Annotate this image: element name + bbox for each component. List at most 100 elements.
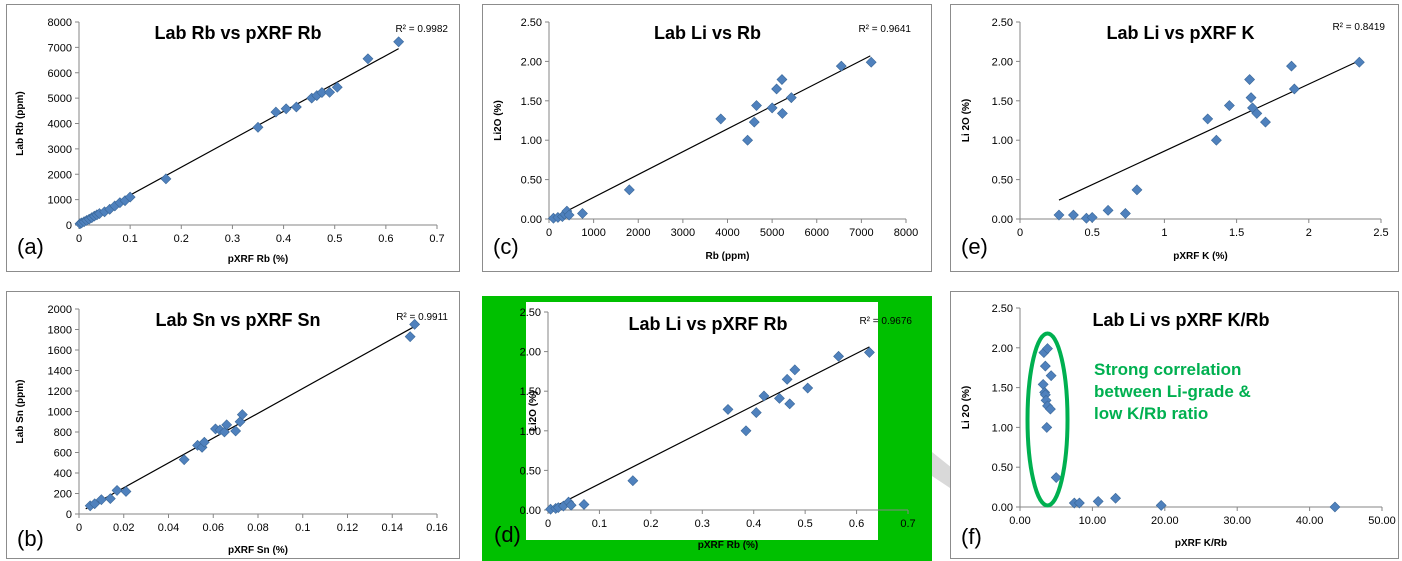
data-point (1155, 499, 1167, 511)
r-squared-label: R² = 0.9982 (395, 24, 448, 35)
y-tick-label: 1000 (48, 195, 72, 207)
data-point (748, 116, 760, 128)
data-point (784, 398, 796, 410)
data-point (1119, 208, 1131, 219)
y-tick-label: 1000 (48, 407, 72, 419)
x-tick-label: 5000 (760, 227, 784, 239)
y-tick-label: 2.00 (520, 347, 541, 359)
data-point (1039, 360, 1051, 372)
x-tick-label: 0.1 (295, 522, 310, 534)
chart-panel-c: 0.00 0.50 1.00 1.50 2.00 2.50 0 1000 2000 3000 400… (482, 4, 932, 272)
data-point (627, 475, 639, 487)
y-tick-label: 0.00 (992, 502, 1013, 514)
panel-label: (a) (17, 234, 44, 259)
x-axis-title: pXRF Rb (%) (698, 540, 759, 551)
x-tick-label: 1 (1161, 227, 1167, 239)
data-point (393, 36, 405, 48)
data-point (252, 121, 264, 133)
panel-label: (e) (961, 234, 988, 259)
panel-label: (f) (961, 524, 982, 549)
data-point (124, 191, 136, 203)
x-axis-title: pXRF K/Rb (1175, 538, 1227, 549)
y-tick-label: 2.50 (992, 17, 1013, 29)
x-tick-label: 50.00 (1368, 515, 1396, 527)
panel-label: (c) (493, 234, 519, 259)
r-squared-label: R² = 0.9911 (396, 312, 448, 323)
chart-title: Lab Sn vs pXRF Sn (155, 310, 320, 330)
data-point (1041, 421, 1053, 433)
x-axis-title: pXRF Sn (%) (228, 545, 288, 556)
y-tick-label: 800 (54, 427, 72, 439)
x-tick-label: 0.5 (1085, 227, 1100, 239)
chart-panel-a: 0 1000 2000 3000 4000 5000 6000 7000 8000 0 0.1 0.2… (6, 4, 460, 272)
data-point (290, 101, 302, 113)
data-point (1050, 472, 1062, 483)
data-point (1288, 83, 1300, 95)
x-tick-label: 0 (546, 227, 552, 239)
y-axis-title: Lab Sn (ppm) (15, 380, 26, 444)
data-point (1329, 501, 1341, 513)
y-tick-label: 1.00 (521, 135, 542, 147)
y-tick-label: 0.00 (520, 505, 541, 517)
data-point (1068, 209, 1079, 221)
data-point (1223, 100, 1235, 111)
y-axis-title: Li2O (%) (493, 100, 504, 141)
x-tick-label: 0.4 (746, 518, 761, 530)
y-tick-label: 400 (54, 468, 72, 480)
y-tick-label: 0.00 (521, 214, 542, 226)
data-point (160, 173, 172, 185)
y-tick-label: 2.50 (521, 17, 542, 29)
y-tick-label: 2.50 (992, 303, 1013, 315)
data-point (577, 208, 588, 219)
data-point (740, 425, 752, 437)
y-tick-label: 0 (66, 509, 72, 521)
y-tick-label: 3000 (48, 144, 72, 156)
r-squared-label: R² = 0.9676 (859, 316, 912, 327)
data-point (1353, 56, 1365, 68)
chart-panel-b: 0 200 400 600 800 1000 1200 1400 1600 1800 2000 0 0.… (6, 291, 460, 559)
y-tick-label: 2.50 (520, 307, 541, 319)
data-point (280, 103, 292, 115)
x-tick-label: 0.7 (429, 233, 444, 245)
x-tick-label: 0.3 (225, 233, 240, 245)
scatter-chart-e: 0.00 0.50 1.00 1.50 2.00 2.50 0 0.5 1 1.5 2 2.5 pXRF… (961, 17, 1389, 262)
data-point (1251, 107, 1263, 119)
scatter-chart-d: 0.00 0.50 1.00 1.50 2.00 2.50 0 0.1 0.2 0.3 0.4 0.5… (494, 302, 916, 551)
y-tick-label: 1600 (48, 345, 72, 357)
y-axis-title: Li 2O (%) (961, 386, 972, 429)
y-tick-label: 600 (54, 448, 72, 460)
data-point (864, 346, 875, 358)
x-tick-label: 0.2 (174, 233, 189, 245)
y-tick-label: 0.50 (520, 465, 541, 477)
y-tick-label: 2.00 (521, 56, 542, 68)
data-point (1045, 370, 1057, 382)
y-tick-label: 1.00 (992, 135, 1013, 147)
x-tick-label: 0.04 (158, 522, 179, 534)
x-tick-label: 0.02 (113, 522, 134, 534)
x-tick-label: 0.16 (426, 522, 447, 534)
chart-panel-e: 0.00 0.50 1.00 1.50 2.00 2.50 0 0.5 1 1.5 2 2.5 pXRF… (950, 4, 1399, 272)
data-point (578, 499, 590, 510)
chart-title: Lab Li vs pXRF K (1106, 23, 1254, 43)
data-point (742, 134, 754, 146)
x-tick-label: 0.14 (382, 522, 403, 534)
x-axis-title: pXRF K (%) (1173, 251, 1227, 262)
y-tick-label: 2.00 (992, 343, 1013, 355)
x-tick-label: 2.5 (1373, 227, 1388, 239)
y-tick-label: 1.50 (520, 386, 541, 398)
y-tick-label: 2000 (48, 304, 72, 316)
data-point (104, 493, 116, 505)
data-point (1092, 496, 1104, 507)
data-point (781, 373, 793, 385)
data-point (362, 53, 374, 65)
data-point (324, 86, 336, 98)
y-tick-label: 7000 (48, 42, 72, 54)
r-squared-label: R² = 0.8419 (1332, 22, 1385, 33)
chart-title: Lab Li vs pXRF Rb (628, 314, 787, 334)
x-tick-label: 7000 (849, 227, 873, 239)
x-tick-label: 0.5 (327, 233, 342, 245)
y-tick-label: 0 (66, 220, 72, 232)
y-tick-label: 1400 (48, 366, 72, 378)
data-point (404, 331, 416, 343)
x-tick-label: 0 (76, 233, 82, 245)
